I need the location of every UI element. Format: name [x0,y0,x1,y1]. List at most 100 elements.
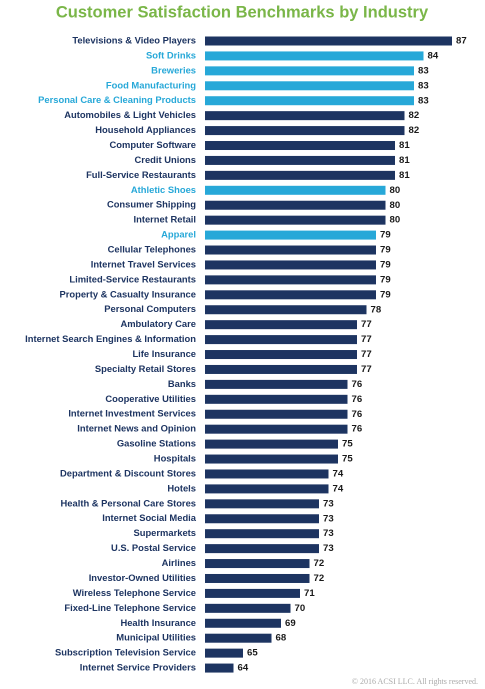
bar [205,185,386,195]
category-label: Apparel [161,229,196,240]
category-label: Fixed-Line Telephone Service [64,602,196,613]
category-label: Personal Computers [104,303,196,314]
category-label: Televisions & Video Players [72,34,196,45]
category-label: Specialty Retail Stores [95,363,196,374]
category-label: Property & Casualty Insurance [59,288,196,299]
category-label: Supermarkets [133,527,196,538]
bar [205,260,376,270]
bar [205,155,395,165]
value-label: 72 [314,558,325,569]
value-label: 76 [352,409,363,420]
bar [205,335,357,345]
value-label: 83 [418,65,429,76]
bar [205,141,395,151]
value-label: 76 [352,394,363,405]
copyright: © 2016 ACSI LLC. All rights reserved. [352,677,478,686]
bar [205,484,329,494]
bar [205,499,319,509]
value-label: 81 [399,140,410,151]
category-label: Subscription Television Service [55,647,196,658]
bar [205,36,452,46]
category-label: Investor-Owned Utilities [89,572,196,583]
bar [205,529,319,539]
category-label: U.S. Postal Service [111,542,196,553]
category-label: Ambulatory Care [120,318,196,329]
bar [205,618,281,628]
bar [205,275,376,285]
bar [205,588,300,598]
value-label: 79 [380,289,391,300]
bar [205,379,348,389]
bar [205,648,243,658]
value-label: 75 [342,454,353,465]
category-label: Internet Search Engines & Information [25,333,196,344]
value-label: 87 [456,36,467,47]
value-label: 73 [323,498,334,509]
category-label: Cellular Telephones [108,244,196,255]
value-label: 74 [333,469,344,480]
bar [205,51,424,61]
value-label: 77 [361,334,372,345]
category-label: Computer Software [110,139,196,150]
bar [205,215,386,225]
bar [205,350,357,360]
bar [205,663,234,673]
value-label: 69 [285,618,296,629]
bar [205,424,348,434]
category-label: Soft Drinks [146,49,196,60]
value-label: 64 [238,663,249,674]
bar [205,305,367,315]
value-label: 79 [380,259,391,270]
category-label: Internet Service Providers [80,662,196,673]
bar [205,603,291,613]
bar [205,81,414,91]
bar [205,409,348,419]
bar [205,66,414,76]
category-label: Automobiles & Light Vehicles [64,109,196,120]
value-label: 71 [304,588,315,599]
category-label: Full-Service Restaurants [86,169,196,180]
bar [205,170,395,180]
category-label: Personal Care & Cleaning Products [38,94,196,105]
category-label: Municipal Utilities [116,632,196,643]
category-label: Banks [168,378,196,389]
bar [205,126,405,136]
bar [205,230,376,240]
bar [205,394,348,404]
category-label: Gasoline Stations [117,438,196,449]
value-label: 80 [390,185,401,196]
bar [205,544,319,554]
value-label: 83 [418,80,429,91]
bar [205,469,329,479]
value-label: 80 [390,215,401,226]
value-label: 79 [380,245,391,256]
category-label: Consumer Shipping [107,199,196,210]
category-label: Limited-Service Restaurants [69,273,196,284]
chart-title: Customer Satisfaction Benchmarks by Indu… [56,3,429,21]
value-label: 68 [276,633,287,644]
value-label: 78 [371,304,382,315]
value-label: 76 [352,424,363,435]
category-label: Internet Travel Services [91,258,196,269]
value-label: 77 [361,319,372,330]
category-label: Credit Unions [135,154,196,165]
category-label: Internet Social Media [102,512,197,523]
category-label: Hotels [167,482,196,493]
value-label: 82 [409,110,420,121]
category-label: Department & Discount Stores [60,467,196,478]
category-label: Health & Personal Care Stores [61,497,196,508]
bar [205,111,405,121]
category-label: Airlines [162,557,196,568]
value-label: 84 [428,50,439,61]
value-label: 79 [380,230,391,241]
category-label: Cooperative Utilities [105,393,196,404]
value-label: 80 [390,200,401,211]
category-label: Hospitals [154,453,196,464]
bar [205,514,319,524]
bar [205,439,338,449]
value-label: 70 [295,603,306,614]
category-label: Household Appliances [95,124,196,135]
category-label: Internet Investment Services [68,408,196,419]
value-label: 76 [352,379,363,390]
